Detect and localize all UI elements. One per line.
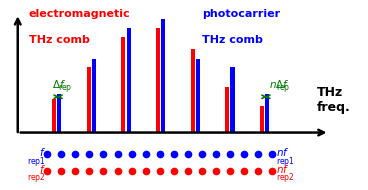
Text: $\mathrm{rep2}$: $\mathrm{rep2}$ xyxy=(276,171,294,184)
Bar xyxy=(156,28,160,133)
Bar xyxy=(225,87,229,133)
Text: $nf$: $nf$ xyxy=(276,146,289,158)
Text: THz comb: THz comb xyxy=(29,35,89,45)
Text: $f$: $f$ xyxy=(39,146,46,158)
Text: $f$: $f$ xyxy=(39,163,46,175)
Bar xyxy=(260,106,264,133)
Text: $\mathrm{rep2}$: $\mathrm{rep2}$ xyxy=(27,171,46,184)
Text: $\Delta f$: $\Delta f$ xyxy=(52,78,67,90)
Bar xyxy=(52,99,56,133)
Bar xyxy=(127,28,131,133)
Bar xyxy=(265,94,269,133)
Text: $n\Delta f$: $n\Delta f$ xyxy=(269,78,290,90)
Bar xyxy=(196,59,200,133)
Text: electromagnetic: electromagnetic xyxy=(29,9,130,19)
Bar xyxy=(57,94,61,133)
Bar xyxy=(121,37,125,133)
Text: THz
freq.: THz freq. xyxy=(316,86,350,114)
Bar xyxy=(92,59,96,133)
Text: $\mathrm{rep1}$: $\mathrm{rep1}$ xyxy=(276,155,294,168)
Text: $\mathrm{rep}$: $\mathrm{rep}$ xyxy=(57,82,72,94)
Bar xyxy=(161,19,165,133)
Text: THz comb: THz comb xyxy=(202,35,262,45)
Text: $nf$: $nf$ xyxy=(276,163,289,175)
Text: $\mathrm{rep1}$: $\mathrm{rep1}$ xyxy=(27,155,46,168)
Text: photocarrier: photocarrier xyxy=(202,9,280,19)
Bar xyxy=(191,49,195,133)
Text: $\mathrm{rep}$: $\mathrm{rep}$ xyxy=(276,82,290,94)
Bar xyxy=(230,67,234,133)
Bar xyxy=(87,67,91,133)
